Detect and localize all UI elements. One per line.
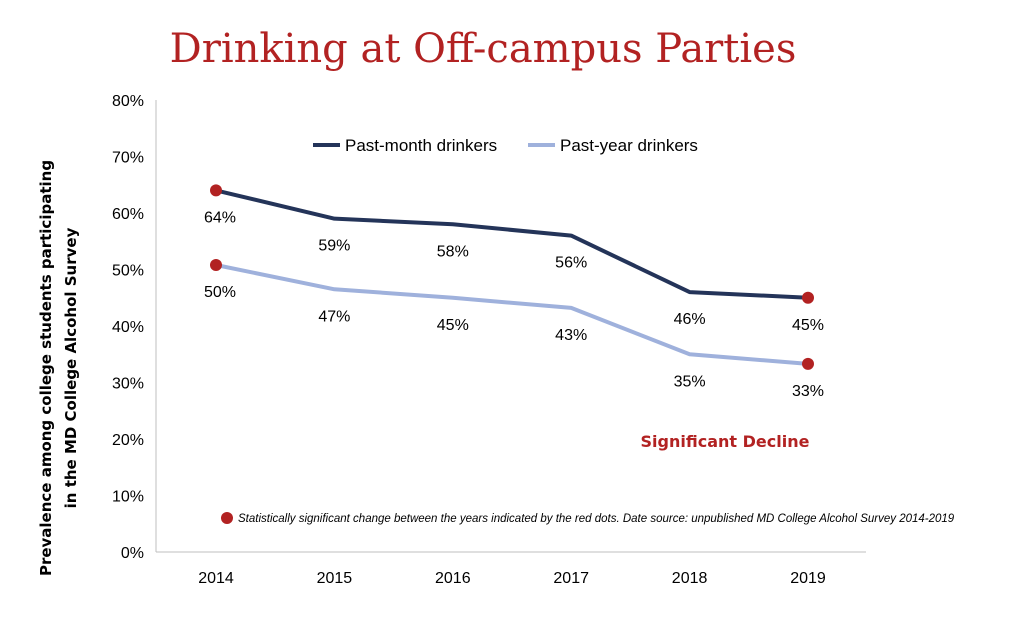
significance-marker (802, 357, 814, 370)
data-label: 58% (437, 243, 469, 260)
series-line-1 (215, 263, 809, 366)
x-tick-label: 2015 (317, 570, 353, 587)
y-tick-label: 30% (112, 376, 144, 393)
y-tick-label: 70% (112, 150, 144, 167)
x-tick-label: 2018 (672, 570, 708, 587)
data-labels: 64% 59% 58% 56% 46% 45% 50% 47% 45% 43% 35% 33% (204, 209, 824, 399)
footnote-red-dot (221, 512, 233, 524)
series-line-0 (215, 188, 809, 300)
x-tick-label: 2019 (790, 570, 826, 587)
y-tick-label: 10% (112, 489, 144, 506)
axes (155, 100, 866, 553)
x-tick-label: 2014 (198, 570, 234, 587)
significance-marker (210, 258, 222, 271)
footnote-text: Statistically significant change between… (238, 513, 955, 525)
y-tick-label: 80% (112, 93, 144, 110)
data-label: 45% (437, 317, 469, 334)
data-label: 47% (318, 308, 350, 325)
data-label: 43% (555, 327, 587, 344)
annotation-significant-decline: Significant Decline (641, 432, 810, 451)
data-label: 46% (674, 311, 706, 328)
legend-label-past-month: Past-month drinkers (345, 136, 497, 155)
x-ticks: 2014 2015 2016 2017 2018 2019 (198, 570, 826, 587)
significance-marker (210, 184, 222, 197)
y-tick-label: 60% (112, 206, 144, 223)
data-label: 45% (792, 317, 824, 334)
data-label: 50% (204, 284, 236, 301)
data-label: 35% (674, 373, 706, 390)
series-lines (215, 188, 809, 366)
y-tick-label: 50% (112, 263, 144, 280)
x-tick-label: 2016 (435, 570, 471, 587)
significance-markers (210, 184, 814, 370)
legend: Past-month drinkers Past-year drinkers (313, 136, 698, 155)
data-label: 64% (204, 209, 236, 226)
y-axis-label-line2: in the MD College Alcohol Survey (62, 227, 80, 508)
chart-title: Drinking at Off-campus Parties (170, 26, 797, 72)
significance-marker (802, 291, 814, 304)
y-tick-label: 0% (121, 545, 144, 562)
data-label: 56% (555, 255, 587, 272)
y-ticks: 0% 10% 20% 30% 40% 50% 60% 70% 80% (112, 93, 144, 562)
legend-label-past-year: Past-year drinkers (560, 136, 698, 155)
y-axis-label-line1: Prevalence among college students partic… (37, 160, 55, 576)
y-tick-label: 20% (112, 432, 144, 449)
y-tick-label: 40% (112, 319, 144, 336)
data-label: 59% (318, 238, 350, 255)
x-tick-label: 2017 (553, 570, 589, 587)
data-label: 33% (792, 383, 824, 400)
